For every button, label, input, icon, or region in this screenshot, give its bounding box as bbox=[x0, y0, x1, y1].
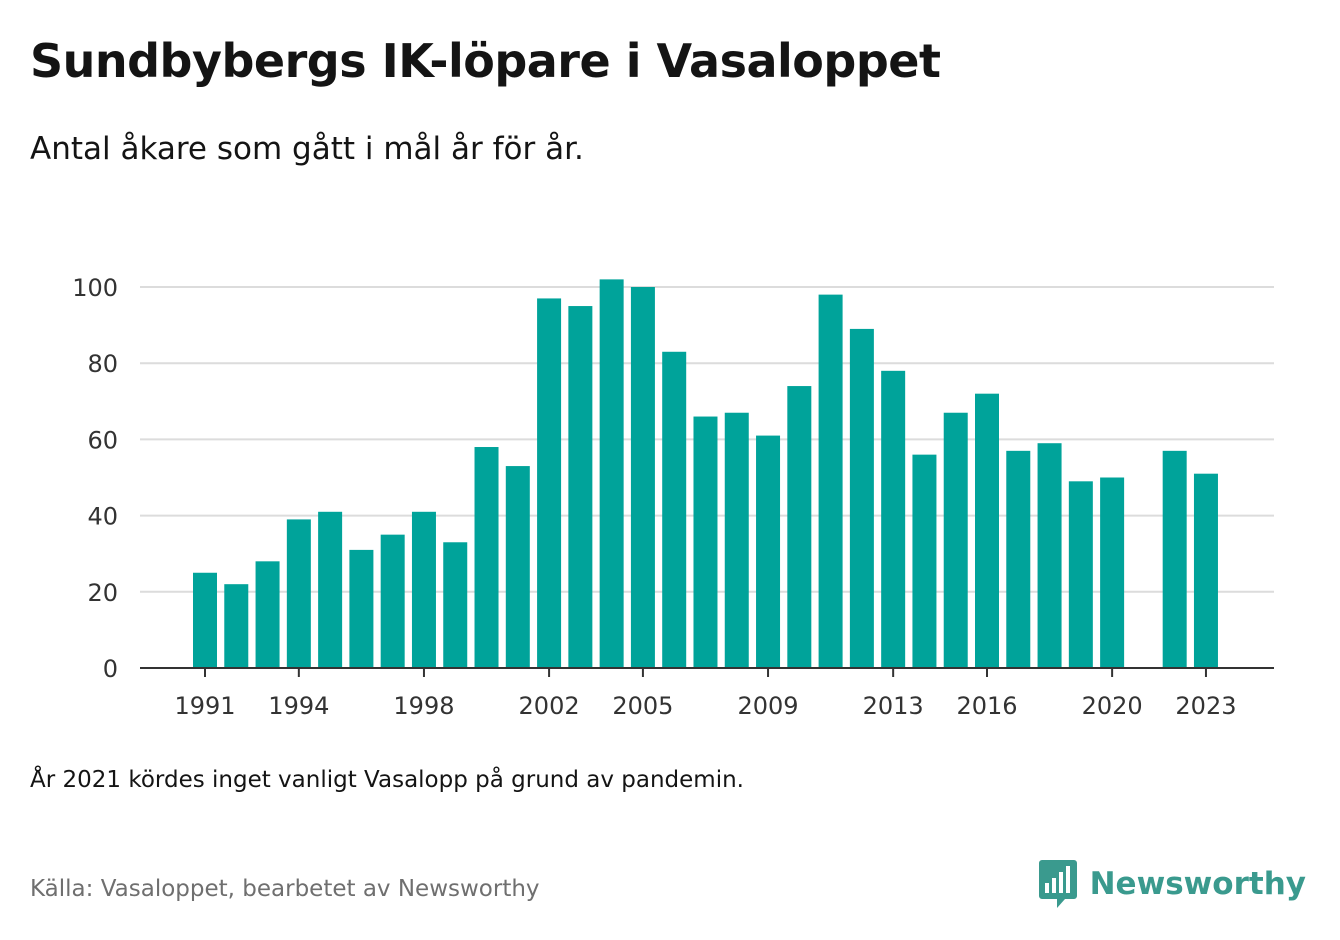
bar-1995 bbox=[318, 511, 343, 668]
y-tick-label: 60 bbox=[87, 426, 118, 454]
bar-2002 bbox=[537, 298, 562, 668]
chart-subtitle: Antal åkare som gått i mål år för år. bbox=[30, 131, 584, 167]
y-tick-label: 80 bbox=[87, 350, 118, 378]
y-tick-label: 20 bbox=[87, 579, 118, 607]
bar-1998 bbox=[411, 511, 436, 668]
x-tick-label: 1994 bbox=[268, 692, 329, 720]
bar-chart: 0 20 40 60 80 100 1991 1994 1998 2002 2005 2009 2013… bbox=[72, 274, 1274, 720]
axes: 0 20 40 60 80 100 1991 1994 1998 2002 2005 2009 2013… bbox=[72, 274, 1274, 720]
x-tick-label: 2023 bbox=[1175, 692, 1236, 720]
bar-2003 bbox=[568, 306, 593, 668]
y-tick-label: 100 bbox=[72, 274, 118, 302]
y-tick-label: 40 bbox=[87, 503, 118, 531]
bar-2010 bbox=[787, 386, 812, 668]
y-tick-label: 0 bbox=[103, 655, 118, 683]
bar-2000 bbox=[474, 447, 499, 668]
x-tick-label: 1991 bbox=[174, 692, 235, 720]
bar-2009 bbox=[756, 435, 781, 668]
bar-2019 bbox=[1068, 481, 1093, 668]
x-tick-label: 2013 bbox=[863, 692, 924, 720]
bar-2015 bbox=[943, 412, 968, 668]
bars bbox=[193, 279, 1218, 668]
bar-1993 bbox=[255, 561, 280, 668]
bar-2017 bbox=[1006, 450, 1031, 668]
bar-1994 bbox=[286, 519, 311, 668]
x-tick-label: 2009 bbox=[738, 692, 799, 720]
bar-2005 bbox=[630, 287, 655, 668]
bar-2006 bbox=[662, 351, 687, 668]
bar-2013 bbox=[881, 370, 906, 668]
bar-1991 bbox=[193, 572, 217, 668]
bar-2011 bbox=[818, 294, 843, 668]
brand-logo: Newsworthy bbox=[1038, 858, 1306, 910]
bar-2007 bbox=[693, 416, 718, 668]
footnote: År 2021 kördes inget vanligt Vasalopp på… bbox=[30, 767, 744, 793]
bar-2023 bbox=[1193, 473, 1218, 668]
chart-title: Sundbybergs IK-löpare i Vasaloppet bbox=[30, 34, 941, 88]
x-tick-label: 1998 bbox=[393, 692, 454, 720]
bar-2016 bbox=[975, 393, 999, 668]
bar-2001 bbox=[505, 466, 530, 668]
bar-2012 bbox=[849, 328, 874, 668]
bar-2014 bbox=[912, 454, 937, 668]
bar-2008 bbox=[724, 412, 749, 668]
bar-1997 bbox=[380, 534, 405, 668]
brand-name: Newsworthy bbox=[1089, 866, 1306, 902]
x-tick-label: 2005 bbox=[612, 692, 673, 720]
bar-2020 bbox=[1100, 477, 1125, 668]
x-tick-label: 2002 bbox=[519, 692, 580, 720]
bar-1992 bbox=[224, 584, 249, 668]
bar-1999 bbox=[443, 542, 468, 668]
bar-2022 bbox=[1162, 450, 1187, 668]
newsworthy-logo-icon bbox=[1038, 860, 1077, 908]
source-credit: Källa: Vasaloppet, bearbetet av Newswort… bbox=[30, 876, 540, 902]
x-tick-label: 2016 bbox=[956, 692, 1017, 720]
x-tick-label: 2020 bbox=[1082, 692, 1143, 720]
bar-2018 bbox=[1037, 443, 1062, 668]
bar-1996 bbox=[349, 549, 374, 668]
bar-2004 bbox=[599, 279, 624, 668]
